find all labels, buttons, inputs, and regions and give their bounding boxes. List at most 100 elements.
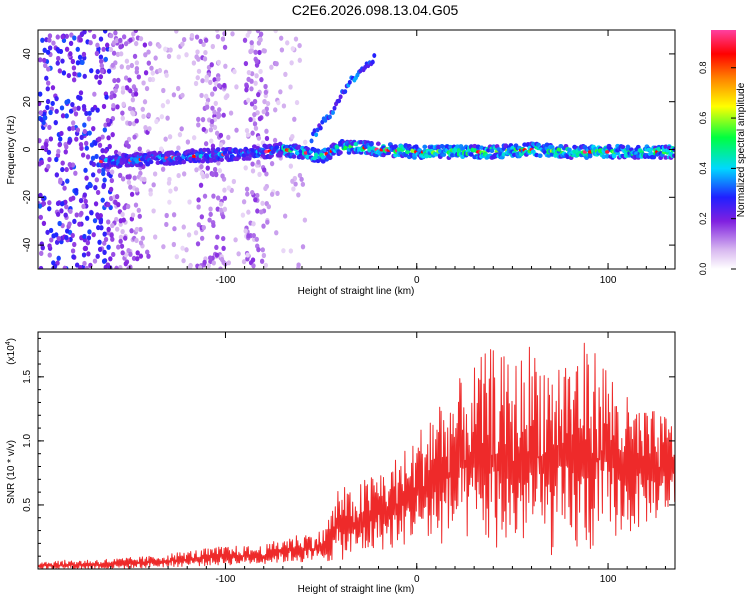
spectrogram-cell [252,104,258,111]
spectrogram-cell [120,250,125,256]
spectrogram-cell [241,259,247,265]
spectrogram-cell [217,168,223,174]
spectrogram-cell [138,253,144,259]
spectrogram-cell [74,136,79,142]
spectrogram-cell [123,261,128,267]
spectrogram-cell [196,222,202,228]
spectrogram-cell [213,100,218,106]
spectrogram-cell [211,260,216,266]
spectrogram-cell [85,240,91,246]
spectrogram-cell [120,89,126,95]
spectrogram-cell [108,46,114,53]
x-tick-label: 0 [414,574,420,585]
x-tick-label: 100 [600,574,617,585]
spectrogram-cell [249,78,254,84]
spectrogram-cell [64,113,69,119]
spectrogram-cell [123,75,129,81]
spectrogram-cell [81,51,87,57]
spectrogram-cell [87,110,92,116]
spectrogram-cell [273,30,278,34]
spectrogram-cell [132,175,137,181]
spectrogram-cell [330,110,335,115]
spectrogram-cell [210,105,215,111]
spectrogram-cell [424,153,429,159]
spectrogram-cell [73,170,78,176]
spectrogram-cell [215,34,221,40]
spectrogram-cell [187,264,193,269]
spectrogram-cell [171,241,177,248]
spectrogram-cell [258,68,263,75]
spectrogram-cell [253,80,258,86]
spectrogram-cell [215,147,221,152]
spectrogram-cell [67,221,72,227]
spectrogram-cell [276,100,281,106]
spectrogram-cell [217,107,222,113]
spectrogram-cell [157,43,162,49]
spectrogram-cell [234,127,239,133]
spectrogram-cell [134,226,140,233]
spectrogram-cell [78,141,84,148]
y-tick-label: 20 [22,96,33,108]
spectrogram-cell [288,248,294,254]
spectrogram-cell [195,49,200,55]
spectrogram-cell [164,161,169,166]
spectrogram-cell [202,147,207,153]
spectrogram-cell [468,152,474,157]
spectrogram-cell [205,97,211,103]
spectrogram-cell [127,105,133,112]
spectrogram-cell [77,34,82,41]
spectrogram-cell [141,80,146,86]
spectrogram-cell [263,185,268,192]
spectrogram-cell [114,194,120,200]
spectrogram-cell [558,143,564,149]
spectrogram-cell [70,195,76,201]
spectrogram-cell [203,93,209,99]
spectrogram-cell [212,77,217,83]
spectrogram-cell [110,236,115,242]
spectrogram-cell [54,172,60,178]
spectrogram-cell [40,37,45,43]
spectrogram-cell [38,91,43,97]
spectrogram-cell [99,63,105,69]
spectrogram-cell [129,191,135,197]
spectrogram-cell [210,43,216,50]
spectrogram-cell [84,215,90,221]
spectrogram-cell [180,92,185,98]
spectrogram-cell [241,199,247,205]
spectrogram-cell [222,82,227,89]
spectrogram-cell [72,71,77,77]
spectrogram-cell [58,136,63,142]
x-tick-label: 0 [414,275,420,286]
spectrogram-cell [120,176,126,182]
spectrogram-cell [138,240,144,246]
spectrogram-cell [113,30,118,36]
spectrogram-cell [121,101,126,107]
spectrogram-cell [69,32,74,38]
spectrogram-cell [165,99,171,105]
spectrogram-cell [611,154,617,159]
spectrogram-cell [278,35,284,41]
spectrogram-cell [55,34,60,40]
spectrogram-cell [226,260,232,266]
spectrogram-cell [95,189,101,196]
spectrogram-cell [57,68,63,74]
spectrogram-cell [64,99,69,105]
spectrogram-cell [46,149,52,155]
spectrogram-cell [264,171,269,177]
spectrogram-cell [87,130,92,136]
spectrogram-cell [66,72,72,79]
spectrogram-cell [184,247,189,253]
spectrogram-cell [71,77,77,83]
spectrogram-cell [244,87,249,93]
spectrogram-cell [145,162,151,167]
spectrogram-cell [46,163,51,170]
spectrogram-cell [252,98,258,105]
spectrogram-cell [199,235,205,241]
spectrogram-cell [292,116,297,122]
spectrogram-cell [100,134,105,140]
spectrogram-cell [161,244,166,250]
spectrogram-cell [55,60,60,66]
spectrogram-cell [83,198,88,204]
spectrogram-cell [67,126,72,132]
spectrogram-cell [212,166,218,173]
